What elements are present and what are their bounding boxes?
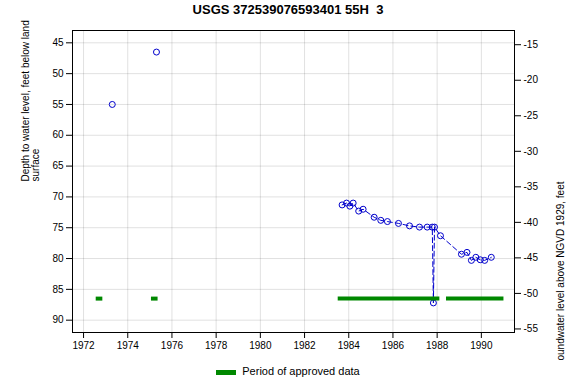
svg-text:45: 45 <box>52 37 64 48</box>
svg-text:1986: 1986 <box>382 340 405 351</box>
html-text:USGS 372539076593401 55H 3: USGS 372539076593401 55H 3 <box>192 2 384 17</box>
svg-text:-20: -20 <box>524 74 539 85</box>
svg-text:50: 50 <box>52 68 64 79</box>
svg-text:75: 75 <box>52 222 64 233</box>
svg-text:80: 80 <box>52 253 64 264</box>
svg-text:1990: 1990 <box>470 340 493 351</box>
svg-text:1974: 1974 <box>117 340 140 351</box>
svg-text:-55: -55 <box>524 323 539 334</box>
svg-text:1972: 1972 <box>72 340 95 351</box>
svg-text:65: 65 <box>52 160 64 171</box>
svg-text:1984: 1984 <box>338 340 361 351</box>
svg-text:-35: -35 <box>524 181 539 192</box>
svg-text:Depth to water level, feet bel: Depth to water level, feet below landsur… <box>20 20 41 181</box>
svg-text:Groundwater level above NGVD 1: Groundwater level above NGVD 1929, feet <box>555 181 566 360</box>
svg-text:85: 85 <box>52 284 64 295</box>
svg-text:1982: 1982 <box>293 340 316 351</box>
svg-text:-40: -40 <box>524 217 539 228</box>
svg-text:90: 90 <box>52 314 64 325</box>
svg-text:1988: 1988 <box>426 340 449 351</box>
svg-text:60: 60 <box>52 129 64 140</box>
svg-text:1978: 1978 <box>205 340 228 351</box>
svg-text:-15: -15 <box>524 39 539 50</box>
svg-text:-25: -25 <box>524 110 539 121</box>
svg-text:1980: 1980 <box>249 340 272 351</box>
svg-text:-45: -45 <box>524 252 539 263</box>
svg-text:1976: 1976 <box>161 340 184 351</box>
svg-text:-30: -30 <box>524 146 539 157</box>
svg-text:70: 70 <box>52 191 64 202</box>
svg-text:-50: -50 <box>524 288 539 299</box>
html-text:Period of approved data: Period of approved data <box>242 365 360 377</box>
svg-text:55: 55 <box>52 99 64 110</box>
